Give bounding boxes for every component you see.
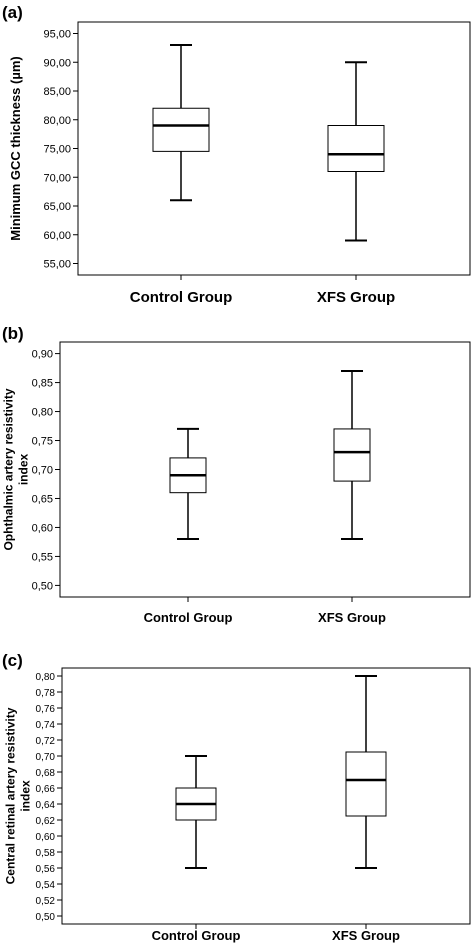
y-tick-label: 0,76 bbox=[36, 704, 56, 715]
category-label: XFS Group bbox=[332, 928, 400, 943]
y-tick-label: 60,00 bbox=[43, 230, 71, 242]
plot-frame bbox=[59, 341, 471, 598]
y-tick-label: 0,58 bbox=[36, 848, 56, 859]
y-tick-label: 85,00 bbox=[43, 86, 71, 98]
y-tick-label: 0,80 bbox=[36, 672, 56, 683]
y-tick-label: 0,50 bbox=[36, 912, 56, 923]
y-axis-label: index bbox=[17, 454, 31, 486]
y-tick-label: 0,60 bbox=[36, 832, 56, 843]
y-tick-label: 90,00 bbox=[43, 57, 71, 69]
y-tick-label: 0,74 bbox=[36, 720, 56, 731]
iqr-box bbox=[345, 751, 387, 817]
y-tick-label: 65,00 bbox=[43, 201, 71, 213]
category-label: XFS Group bbox=[317, 289, 395, 306]
y-axis-label: Minimum GCC thickness (µm) bbox=[8, 56, 23, 240]
plot-frame bbox=[61, 667, 471, 925]
y-tick-label: 0,65 bbox=[32, 493, 53, 505]
iqr-box bbox=[152, 107, 210, 152]
y-tick-label: 0,54 bbox=[36, 880, 56, 891]
y-tick-label: 55,00 bbox=[43, 259, 71, 271]
y-tick-label: 0,55 bbox=[32, 551, 53, 563]
y-tick-label: 0,56 bbox=[36, 864, 56, 875]
y-tick-label: 0,60 bbox=[32, 522, 53, 534]
y-tick-label: 70,00 bbox=[43, 172, 71, 184]
category-label: Control Group bbox=[144, 610, 233, 625]
panel-label: (b) bbox=[2, 324, 24, 343]
y-tick-label: 0,66 bbox=[36, 784, 56, 795]
y-tick-label: 95,00 bbox=[43, 29, 71, 41]
y-tick-label: 0,80 bbox=[32, 407, 53, 419]
y-tick-label: 0,85 bbox=[32, 378, 53, 390]
y-tick-label: 0,78 bbox=[36, 688, 56, 699]
iqr-box bbox=[333, 428, 371, 482]
category-label: Control Group bbox=[130, 289, 232, 306]
y-tick-label: 0,62 bbox=[36, 816, 56, 827]
panel-label: (c) bbox=[2, 651, 23, 670]
y-tick-label: 0,72 bbox=[36, 736, 56, 747]
y-tick-label: 0,52 bbox=[36, 896, 56, 907]
y-tick-label: 0,75 bbox=[32, 436, 53, 448]
category-label: XFS Group bbox=[318, 610, 386, 625]
y-tick-label: 0,90 bbox=[32, 349, 53, 361]
y-axis-label: index bbox=[19, 780, 33, 812]
y-tick-label: 0,64 bbox=[36, 800, 56, 811]
y-tick-label: 75,00 bbox=[43, 144, 71, 156]
y-axis-label: Ophthalmic artery resistivity bbox=[2, 388, 16, 550]
plot-frame bbox=[77, 21, 471, 276]
y-tick-label: 0,70 bbox=[32, 465, 53, 477]
y-tick-label: 80,00 bbox=[43, 115, 71, 127]
panel-label: (a) bbox=[2, 3, 23, 22]
category-label: Control Group bbox=[152, 928, 241, 943]
y-tick-label: 0,50 bbox=[32, 580, 53, 592]
y-tick-label: 0,68 bbox=[36, 768, 56, 779]
y-tick-label: 0,70 bbox=[36, 752, 56, 763]
iqr-box bbox=[327, 125, 385, 172]
y-axis-label: Central retinal artery resistivity bbox=[4, 707, 18, 884]
